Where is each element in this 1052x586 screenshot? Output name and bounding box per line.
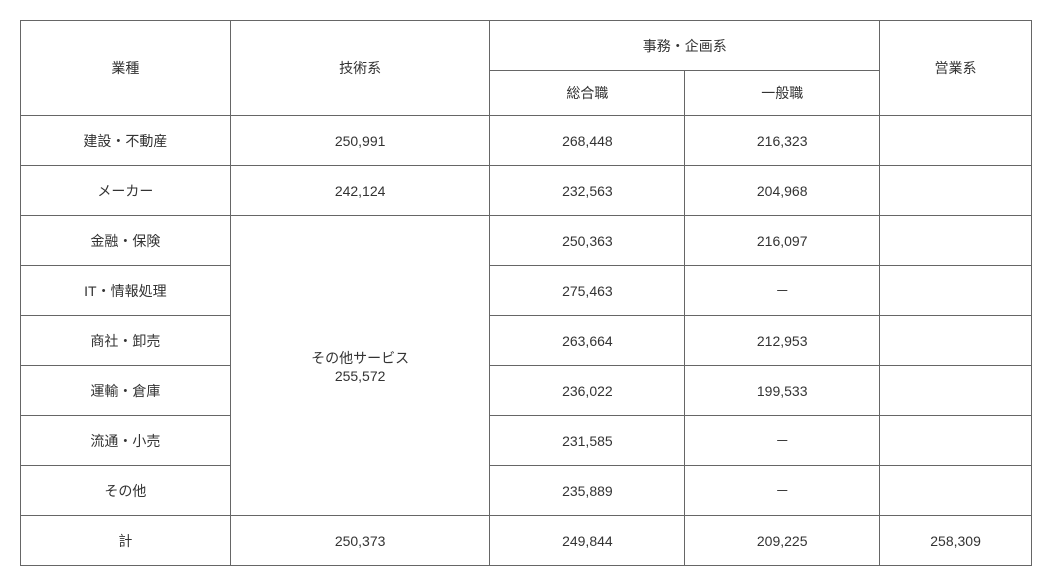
- table-body: 建設・不動産 250,991 268,448 216,323 メーカー 242,…: [21, 116, 1032, 566]
- table-row: 流通・小売 231,585 －: [21, 416, 1032, 466]
- header-sogo: 総合職: [490, 71, 685, 116]
- table-header-row-1: 業種 技術系 事務・企画系 営業系: [21, 21, 1032, 71]
- cell-technical: 242,124: [230, 166, 490, 216]
- cell-technical-merged: その他サービス 255,572: [230, 216, 490, 516]
- table-row: IT・情報処理 275,463 －: [21, 266, 1032, 316]
- cell-ippan: 209,225: [685, 516, 880, 566]
- cell-industry: IT・情報処理: [21, 266, 231, 316]
- cell-sales: [880, 466, 1032, 516]
- table-row: 金融・保険 その他サービス 255,572 250,363 216,097: [21, 216, 1032, 266]
- cell-industry: 運輸・倉庫: [21, 366, 231, 416]
- cell-industry: メーカー: [21, 166, 231, 216]
- table-row: 運輸・倉庫 236,022 199,533: [21, 366, 1032, 416]
- cell-sales: [880, 266, 1032, 316]
- cell-industry: その他: [21, 466, 231, 516]
- cell-sogo: 231,585: [490, 416, 685, 466]
- cell-ippan: －: [685, 266, 880, 316]
- cell-technical: 250,373: [230, 516, 490, 566]
- cell-sogo: 268,448: [490, 116, 685, 166]
- header-clerical-group: 事務・企画系: [490, 21, 880, 71]
- cell-industry: 計: [21, 516, 231, 566]
- cell-sogo: 275,463: [490, 266, 685, 316]
- cell-ippan: 216,323: [685, 116, 880, 166]
- merged-value: 255,572: [231, 368, 490, 384]
- cell-sogo: 232,563: [490, 166, 685, 216]
- cell-ippan: －: [685, 416, 880, 466]
- cell-sogo: 249,844: [490, 516, 685, 566]
- cell-industry: 商社・卸売: [21, 316, 231, 366]
- merged-label: その他サービス: [231, 348, 490, 368]
- table-row: 建設・不動産 250,991 268,448 216,323: [21, 116, 1032, 166]
- cell-sales: [880, 416, 1032, 466]
- header-technical: 技術系: [230, 21, 490, 116]
- cell-sales: [880, 166, 1032, 216]
- cell-ippan: 204,968: [685, 166, 880, 216]
- table-row: その他 235,889 －: [21, 466, 1032, 516]
- cell-sales: [880, 316, 1032, 366]
- cell-sales: [880, 216, 1032, 266]
- cell-sogo: 236,022: [490, 366, 685, 416]
- table-row: 商社・卸売 263,664 212,953: [21, 316, 1032, 366]
- cell-sales: [880, 366, 1032, 416]
- cell-industry: 流通・小売: [21, 416, 231, 466]
- cell-sales: [880, 116, 1032, 166]
- cell-sogo: 235,889: [490, 466, 685, 516]
- table-row: メーカー 242,124 232,563 204,968: [21, 166, 1032, 216]
- cell-ippan: 216,097: [685, 216, 880, 266]
- header-ippan: 一般職: [685, 71, 880, 116]
- cell-industry: 建設・不動産: [21, 116, 231, 166]
- cell-sogo: 250,363: [490, 216, 685, 266]
- cell-industry: 金融・保険: [21, 216, 231, 266]
- salary-table: 業種 技術系 事務・企画系 営業系 総合職 一般職 建設・不動産 250,991…: [20, 20, 1032, 566]
- header-industry: 業種: [21, 21, 231, 116]
- cell-ippan: 199,533: [685, 366, 880, 416]
- cell-sales: 258,309: [880, 516, 1032, 566]
- header-sales: 営業系: [880, 21, 1032, 116]
- cell-sogo: 263,664: [490, 316, 685, 366]
- table-row-total: 計 250,373 249,844 209,225 258,309: [21, 516, 1032, 566]
- cell-ippan: －: [685, 466, 880, 516]
- cell-ippan: 212,953: [685, 316, 880, 366]
- cell-technical: 250,991: [230, 116, 490, 166]
